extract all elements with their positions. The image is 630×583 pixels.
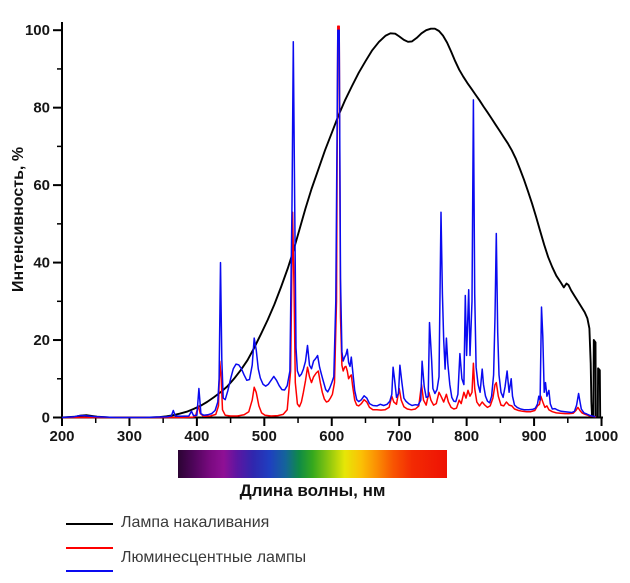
legend-line-incandescent [66, 523, 113, 525]
legend-line-fluorescent-blue [66, 570, 113, 572]
y-tick-label: 100 [25, 22, 50, 39]
visible-spectrum-colorbar [178, 450, 447, 478]
x-tick-label: 900 [522, 428, 547, 445]
series-incandescent [61, 27, 602, 419]
x-tick-label: 1000 [585, 428, 618, 445]
x-tick-label: 800 [454, 428, 479, 445]
legend-label-incandescent: Лампа накаливания [121, 514, 270, 531]
series-fluorescent-red [62, 25, 597, 419]
x-tick-label: 500 [252, 428, 277, 445]
y-tick-label: 60 [33, 177, 50, 194]
x-tick-label: 200 [49, 428, 74, 445]
series-fluorescent-blue [61, 29, 596, 419]
x-tick-label: 300 [117, 428, 142, 445]
x-tick-label: 400 [184, 428, 209, 445]
legend-label-fluorescent: Люминесцентные лампы [121, 549, 307, 566]
x-tick-label: 600 [319, 428, 344, 445]
y-tick-label: 20 [33, 332, 50, 349]
x-axis-title: Длина волны, нм [239, 481, 386, 500]
y-tick-label: 80 [33, 100, 50, 117]
x-tick-label: 700 [387, 428, 412, 445]
y-tick-label: 0 [42, 410, 50, 427]
y-tick-label: 40 [33, 255, 50, 272]
spectrum-plot: 200 300 400 500 600 700 800 900 1000 0 20 40 60 80 100 [25, 22, 618, 445]
legend-line-fluorescent-red [66, 547, 113, 549]
y-axis-title: Интенсивность, % [10, 146, 27, 292]
